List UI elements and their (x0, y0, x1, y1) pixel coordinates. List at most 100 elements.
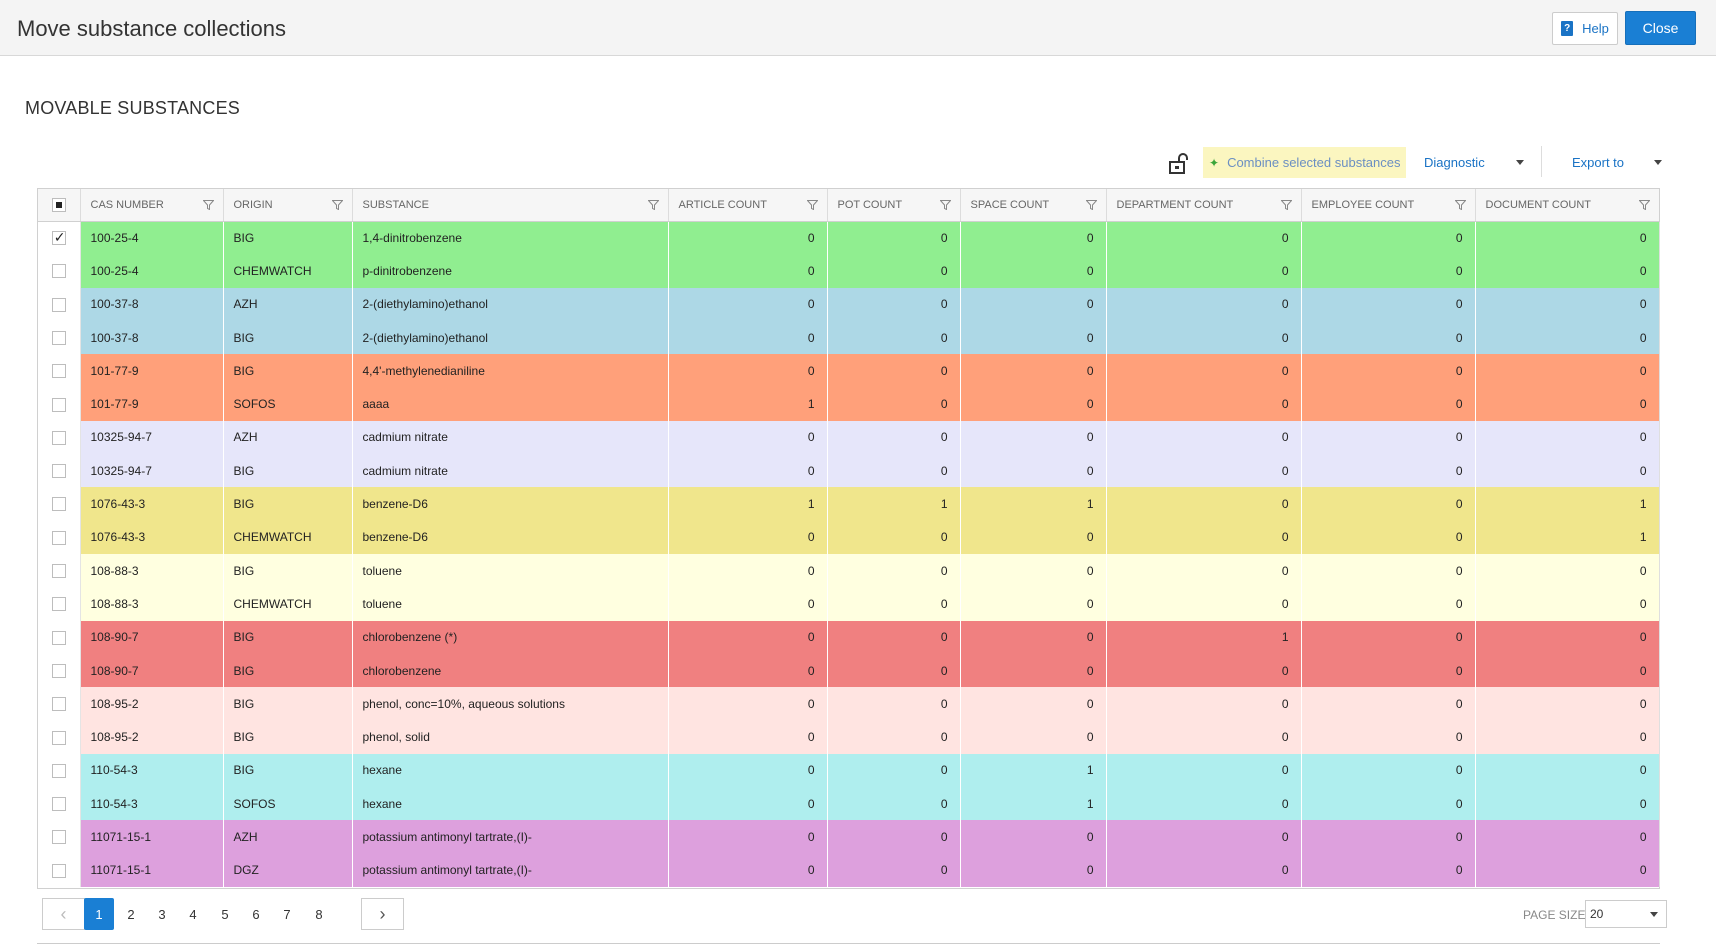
row-select-cell[interactable] (38, 853, 81, 887)
row-select-cell[interactable] (38, 221, 81, 255)
next-page-button[interactable]: › (361, 898, 404, 930)
page-7-button[interactable]: 7 (283, 906, 291, 922)
filter-icon[interactable] (806, 200, 818, 210)
row-checkbox[interactable] (51, 630, 66, 645)
table-row[interactable]: 1076-43-3 BIG benzene-D6 1 1 1 0 0 1 (38, 487, 1660, 521)
row-checkbox[interactable] (51, 530, 66, 545)
table-row[interactable]: 11071-15-1 AZH potassium antimonyl tartrat… (38, 820, 1660, 854)
table-row[interactable]: 108-88-3 CHEMWATCH toluene 0 0 0 0 0 0 (38, 587, 1660, 621)
select-all-cell[interactable] (38, 189, 81, 222)
unlock-icon[interactable] (1168, 153, 1190, 175)
row-checkbox[interactable] (51, 564, 66, 579)
combine-selected-button[interactable]: ✦ Combine selected substances (1203, 147, 1406, 178)
row-checkbox[interactable] (51, 730, 66, 745)
row-select-cell[interactable] (38, 287, 81, 321)
column-header[interactable]: CAS NUMBER (80, 189, 224, 222)
row-select-cell[interactable] (38, 653, 81, 688)
row-checkbox[interactable] (51, 697, 66, 712)
filter-icon[interactable] (1639, 200, 1650, 210)
row-select-cell[interactable] (38, 387, 81, 421)
column-header[interactable]: EMPLOYEE COUNT (1301, 189, 1476, 222)
table-row[interactable]: 11071-15-1 DGZ potassium antimonyl tartrat… (38, 853, 1660, 887)
table-row[interactable]: 101-77-9 SOFOS aaaa 1 0 0 0 0 0 (38, 387, 1660, 421)
table-row[interactable]: 10325-94-7 BIG cadmium nitrate 0 0 0 0 0 0 (38, 454, 1660, 488)
filter-icon[interactable] (331, 200, 343, 210)
row-checkbox[interactable] (51, 364, 66, 379)
row-checkbox[interactable] (51, 330, 66, 345)
export-dropdown[interactable]: Export to (1572, 147, 1662, 178)
page-4-button[interactable]: 4 (189, 906, 197, 922)
table-row[interactable]: 108-95-2 BIG phenol, solid 0 0 0 0 0 0 (38, 720, 1660, 754)
prev-page-button[interactable]: ‹ (42, 898, 85, 930)
page-size-select[interactable]: 20 (1585, 900, 1667, 928)
page-5-button[interactable]: 5 (221, 906, 229, 922)
table-row[interactable]: 108-90-7 BIG chlorobenzene 0 0 0 0 0 0 (38, 653, 1660, 688)
table-row[interactable]: 108-90-7 BIG chlorobenzene (*) 0 0 0 1 0 0 (38, 620, 1660, 654)
row-checkbox[interactable] (51, 264, 66, 279)
row-checkbox[interactable] (51, 830, 66, 845)
row-checkbox[interactable] (51, 464, 66, 479)
row-checkbox[interactable] (51, 397, 66, 412)
row-checkbox[interactable] (51, 229, 66, 246)
row-select-cell[interactable] (38, 687, 81, 721)
row-select-cell[interactable] (38, 753, 81, 788)
help-button[interactable]: ? Help (1552, 12, 1618, 45)
column-header[interactable]: SUBSTANCE (352, 189, 669, 222)
row-select-cell[interactable] (38, 320, 81, 355)
row-checkbox[interactable] (51, 497, 66, 512)
column-header[interactable]: DEPARTMENT COUNT (1106, 189, 1302, 222)
cell-origin: CHEMWATCH (223, 587, 353, 621)
table-row[interactable]: 100-37-8 AZH 2-(diethylamino)ethanol 0 0 0 0 0 0 (38, 287, 1660, 321)
page-3-button[interactable]: 3 (158, 906, 166, 922)
row-checkbox[interactable] (51, 763, 66, 778)
row-checkbox[interactable] (51, 863, 66, 878)
row-select-cell[interactable] (38, 553, 81, 588)
table-row[interactable]: 101-77-9 BIG 4,4'-methylenedianiline 0 0 0 0 0 0 (38, 354, 1660, 388)
row-select-cell[interactable] (38, 520, 81, 554)
filter-icon[interactable] (1280, 200, 1292, 210)
column-header[interactable]: ORIGIN (223, 189, 353, 222)
select-all-checkbox[interactable] (51, 197, 66, 212)
row-checkbox[interactable] (51, 597, 66, 612)
column-header[interactable]: SPACE COUNT (960, 189, 1107, 222)
filter-icon[interactable] (1454, 200, 1466, 210)
row-select-cell[interactable] (38, 354, 81, 388)
cell-document: 0 (1475, 853, 1660, 887)
row-checkbox[interactable] (51, 797, 66, 812)
page-6-button[interactable]: 6 (252, 906, 260, 922)
filter-icon[interactable] (647, 200, 659, 210)
close-button[interactable]: Close (1625, 11, 1696, 45)
table-row[interactable]: 110-54-3 SOFOS hexane 0 0 1 0 0 0 (38, 787, 1660, 821)
table-row[interactable]: 1076-43-3 CHEMWATCH benzene-D6 0 0 0 0 0 1 (38, 520, 1660, 554)
filter-icon[interactable] (1085, 200, 1097, 210)
row-checkbox[interactable] (51, 430, 66, 445)
table-row[interactable]: 10325-94-7 AZH cadmium nitrate 0 0 0 0 0 0 (38, 420, 1660, 455)
row-checkbox[interactable] (51, 297, 66, 312)
table-row[interactable]: 108-88-3 BIG toluene 0 0 0 0 0 0 (38, 553, 1660, 588)
row-select-cell[interactable] (38, 620, 81, 654)
page-2-button[interactable]: 2 (127, 906, 135, 922)
cell-pot: 1 (827, 487, 961, 521)
diagnostic-dropdown[interactable]: Diagnostic (1424, 147, 1528, 178)
row-select-cell[interactable] (38, 254, 81, 288)
row-select-cell[interactable] (38, 454, 81, 488)
row-checkbox[interactable] (51, 663, 66, 678)
column-header[interactable]: ARTICLE COUNT (668, 189, 828, 222)
row-select-cell[interactable] (38, 720, 81, 754)
filter-icon[interactable] (202, 200, 214, 210)
table-row[interactable]: 108-95-2 BIG phenol, conc=10%, aqueous sol… (38, 687, 1660, 721)
table-row[interactable]: 100-37-8 BIG 2-(diethylamino)ethanol 0 0 0 0 0 0 (38, 320, 1660, 355)
table-row[interactable]: 110-54-3 BIG hexane 0 0 1 0 0 0 (38, 753, 1660, 788)
page-1-button[interactable]: 1 (84, 898, 114, 930)
column-header[interactable]: POT COUNT (827, 189, 961, 222)
column-header[interactable]: DOCUMENT COUNT (1475, 189, 1659, 222)
filter-icon[interactable] (939, 200, 951, 210)
table-row[interactable]: 100-25-4 CHEMWATCH p-dinitrobenzene 0 0 0 0 0 0 (38, 254, 1660, 288)
row-select-cell[interactable] (38, 787, 81, 821)
row-select-cell[interactable] (38, 487, 81, 521)
page-8-button[interactable]: 8 (315, 906, 323, 922)
row-select-cell[interactable] (38, 820, 81, 854)
row-select-cell[interactable] (38, 420, 81, 455)
row-select-cell[interactable] (38, 587, 81, 621)
